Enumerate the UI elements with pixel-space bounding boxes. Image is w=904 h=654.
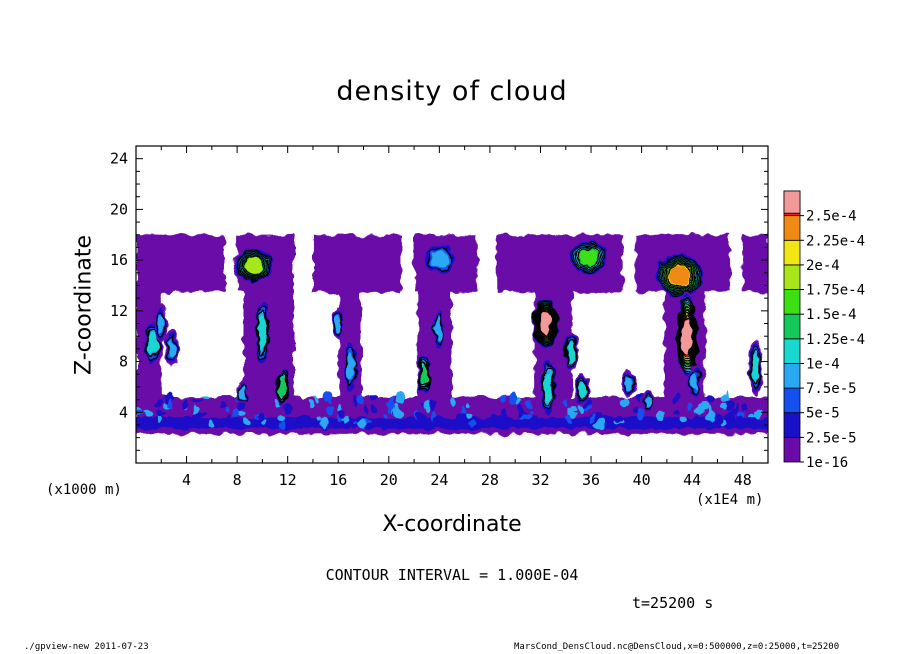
time-label: t=25200 s [632,594,714,612]
colorbar-label: 1e-16 [806,455,848,471]
colorbar-swatch [783,387,801,414]
y-tick-label: 12 [110,302,128,320]
colorbar-swatch [783,436,801,463]
colorbar-swatch [783,363,801,389]
colorbar-label: 1.25e-4 [806,332,865,348]
colorbar-swatch [783,190,801,214]
colorbar-swatch [783,264,801,290]
x-tick-label: 36 [582,471,600,489]
colorbar-swatch [783,215,801,241]
colorbar-label: 2.25e-4 [806,233,865,249]
plot-frame [135,145,769,464]
colorbar-label: 7.5e-5 [806,381,857,397]
y-tick-label: 20 [110,200,128,218]
x-unit-left: (x1000 m) [46,482,122,498]
y-axis-label: Z-coordinate [71,235,97,375]
colorbar-label: 2.5e-5 [806,430,857,446]
y-axis: 4 8 12 16 20 24 [110,145,768,464]
y-tick-label: 8 [119,353,128,371]
colorbar-label: 2.5e-4 [806,209,857,225]
colorbar-swatch [783,412,801,438]
y-tick-label: 4 [119,403,128,421]
chart-title: density of cloud [336,76,568,107]
x-axis: 4 8 12 16 20 24 28 32 36 40 44 48 [135,146,769,489]
colorbar-swatch [783,313,801,340]
colorbar-label: 1.75e-4 [806,283,865,299]
density-field [136,234,768,434]
colorbar-swatch [783,338,801,364]
colorbar-label: 1.5e-4 [806,307,857,323]
x-tick-label: 20 [380,471,398,489]
footer-right: MarsCond_DensCloud.nc@DensCloud,x=0:5000… [514,642,840,652]
x-tick-label: 8 [233,471,242,489]
x-axis-label: X-coordinate [382,512,522,537]
colorbar-label: 1e-4 [806,356,840,372]
x-tick-label: 48 [734,471,752,489]
contour-interval-text: CONTOUR INTERVAL = 1.000E-04 [325,566,579,584]
colorbar-swatch [783,239,801,266]
x-tick-label: 24 [430,471,448,489]
x-tick-label: 28 [481,471,499,489]
colorbar-swatch [783,289,801,315]
footer-left: ./gpview-new 2011-07-23 [24,642,149,652]
x-tick-label: 12 [279,471,297,489]
x-tick-label: 40 [633,471,651,489]
colorbar-label: 2e-4 [806,258,840,274]
colorbar-legend: 1e-16 2.5e-5 5e-5 7.5e-5 1e-4 1.25e-4 1.5e-4 1.… [783,190,865,471]
colorbar-label: 5e-5 [806,406,840,422]
y-tick-label: 24 [110,150,128,168]
x-tick-label: 4 [182,471,191,489]
y-tick-label: 16 [110,251,128,269]
x-tick-label: 32 [531,471,549,489]
x-unit-right: (x1E4 m) [696,492,764,508]
x-tick-label: 16 [329,471,347,489]
x-tick-label: 44 [683,471,701,489]
